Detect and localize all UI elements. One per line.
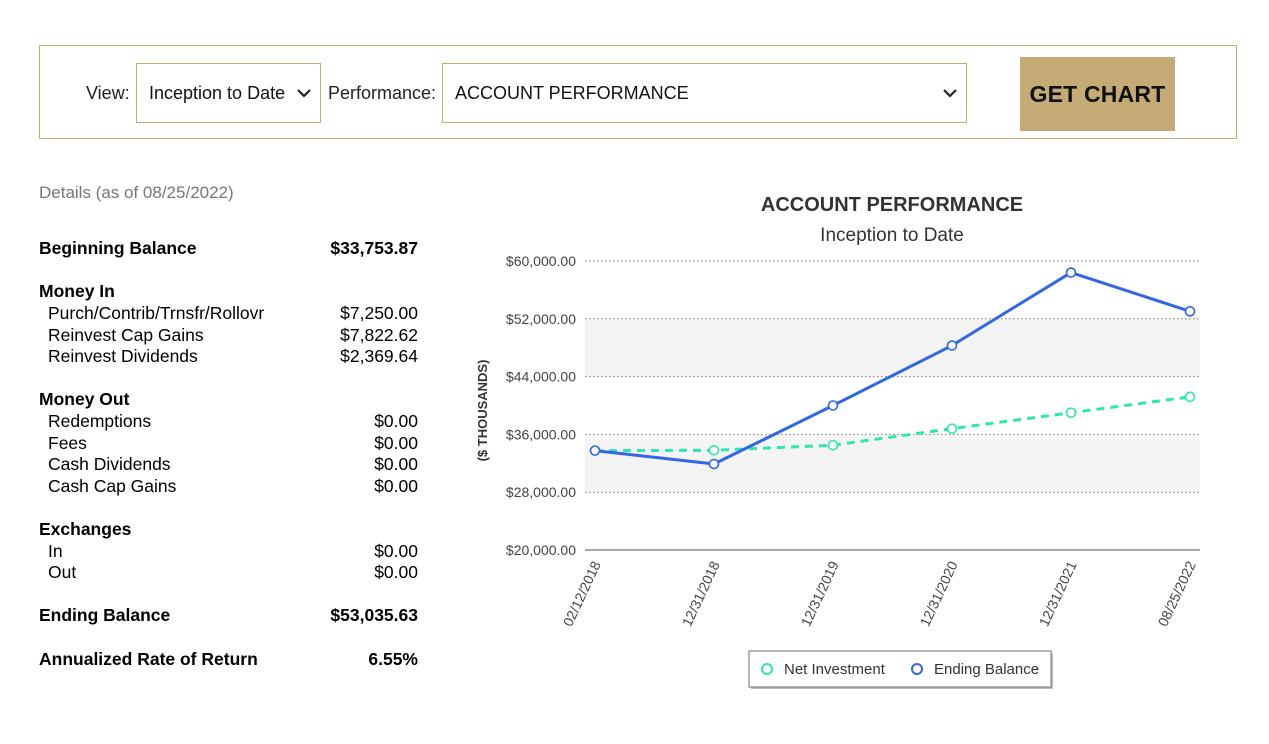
y-tick-label: $36,000.00 (506, 426, 576, 442)
series-line (594, 271, 1191, 466)
detail-row: Cash Cap Gains $0.00 (39, 476, 418, 497)
details-title: Details (as of 08/25/2022) (39, 183, 234, 202)
detail-value: $0.00 (374, 476, 418, 496)
detail-label: Fees (48, 433, 87, 453)
chevron-down-icon (297, 89, 311, 98)
x-tick-label: 08/25/2022 (1155, 558, 1199, 628)
annualized-return-row: Annualized Rate of Return 6.55% (39, 649, 418, 670)
performance-select[interactable]: ACCOUNT PERFORMANCE (442, 63, 967, 123)
filter-bar: View: Inception to Date Performance: ACC… (39, 45, 1237, 139)
detail-row: Reinvest Dividends $2,369.64 (39, 346, 418, 367)
grid-band (585, 318, 1200, 377)
x-tick-label: 12/31/2018 (679, 558, 723, 628)
performance-select-value: ACCOUNT PERFORMANCE (455, 82, 689, 103)
legend-box (748, 650, 1052, 688)
x-tick-label: 12/31/2021 (1036, 558, 1080, 628)
get-chart-button[interactable]: GET CHART (1020, 57, 1175, 131)
performance-chart-svg: ACCOUNT PERFORMANCE Inception to Date $2… (475, 194, 1200, 689)
data-point (827, 439, 839, 451)
detail-row: Cash Dividends $0.00 (39, 454, 418, 475)
beginning-balance-row: Beginning Balance $33,753.87 (39, 238, 418, 259)
detail-label: Cash Dividends (48, 454, 171, 474)
detail-value: $0.00 (374, 541, 418, 561)
view-select-value: Inception to Date (149, 82, 286, 103)
detail-row: In $0.00 (39, 541, 418, 562)
detail-value: $0.00 (374, 433, 418, 453)
detail-row: Out $0.00 (39, 562, 418, 583)
chart-subtitle: Inception to Date (820, 225, 964, 246)
y-tick-label: $44,000.00 (506, 369, 576, 385)
y-tick-label: $28,000.00 (506, 484, 576, 500)
chart-title: ACCOUNT PERFORMANCE (761, 194, 1023, 216)
data-point (827, 400, 839, 411)
x-tick-label: 12/31/2019 (798, 558, 842, 628)
detail-value: $7,822.62 (340, 325, 418, 345)
data-point (1065, 267, 1077, 278)
data-point (946, 340, 958, 351)
detail-value: $0.00 (374, 454, 418, 474)
data-point (589, 445, 601, 456)
y-tick-label: $52,000.00 (506, 311, 576, 327)
x-tick-label: 12/31/2020 (917, 558, 961, 628)
detail-value: $7,250.00 (340, 303, 418, 323)
detail-label: Reinvest Cap Gains (48, 325, 204, 345)
data-point (1184, 306, 1196, 317)
money-out-title: Money Out (39, 389, 130, 409)
data-point (708, 444, 720, 456)
data-point (1065, 407, 1077, 419)
detail-value: $0.00 (374, 562, 418, 582)
ending-balance-value: $53,035.63 (330, 605, 418, 625)
beginning-balance-label: Beginning Balance (39, 238, 197, 258)
grid-band (585, 434, 1200, 493)
ending-balance-row: Ending Balance $53,035.63 (39, 605, 418, 626)
y-axis-title: ($ THOUSANDS) (475, 360, 490, 462)
detail-value: $2,369.64 (340, 346, 418, 366)
data-point (708, 458, 720, 470)
exchanges-header: Exchanges (39, 519, 418, 540)
y-tick-label: $60,000.00 (506, 253, 576, 269)
money-in-title: Money In (39, 281, 115, 301)
money-out-header: Money Out (39, 389, 418, 410)
view-label: View: (86, 83, 130, 103)
beginning-balance-value: $33,753.87 (330, 238, 418, 258)
ending-balance-label: Ending Balance (39, 605, 171, 625)
y-tick-label: $20,000.00 (506, 542, 576, 558)
detail-row: Fees $0.00 (39, 433, 418, 454)
performance-chart: ACCOUNT PERFORMANCE Inception to Date $2… (460, 180, 1240, 720)
legend-label: Ending Balance (934, 661, 1039, 678)
money-in-header: Money In (39, 281, 418, 302)
detail-row: Redemptions $0.00 (39, 411, 418, 432)
data-point (946, 423, 958, 434)
performance-label: Performance: (328, 83, 437, 103)
detail-label: Redemptions (48, 411, 152, 431)
exchanges-title: Exchanges (39, 519, 132, 539)
legend-label: Net Investment (784, 661, 886, 678)
detail-label: Purch/Contrib/Trnsfr/Rollovr (48, 303, 265, 323)
detail-label: In (48, 541, 63, 561)
series-line (594, 395, 1191, 453)
data-point (1184, 391, 1196, 403)
view-select[interactable]: Inception to Date (136, 63, 321, 123)
detail-value: $0.00 (374, 411, 418, 431)
x-tick-label: 02/12/2018 (560, 558, 604, 628)
detail-row: Purch/Contrib/Trnsfr/Rollovr $7,250.00 (39, 303, 418, 324)
detail-label: Cash Cap Gains (48, 476, 177, 496)
legend-marker (911, 663, 923, 675)
legend-marker (761, 663, 773, 675)
detail-row: Reinvest Cap Gains $7,822.62 (39, 325, 418, 346)
detail-label: Out (48, 562, 77, 582)
detail-label: Reinvest Dividends (48, 346, 198, 366)
annualized-return-value: 6.55% (368, 649, 418, 669)
annualized-return-label: Annualized Rate of Return (39, 649, 258, 669)
chevron-down-icon (943, 89, 957, 98)
